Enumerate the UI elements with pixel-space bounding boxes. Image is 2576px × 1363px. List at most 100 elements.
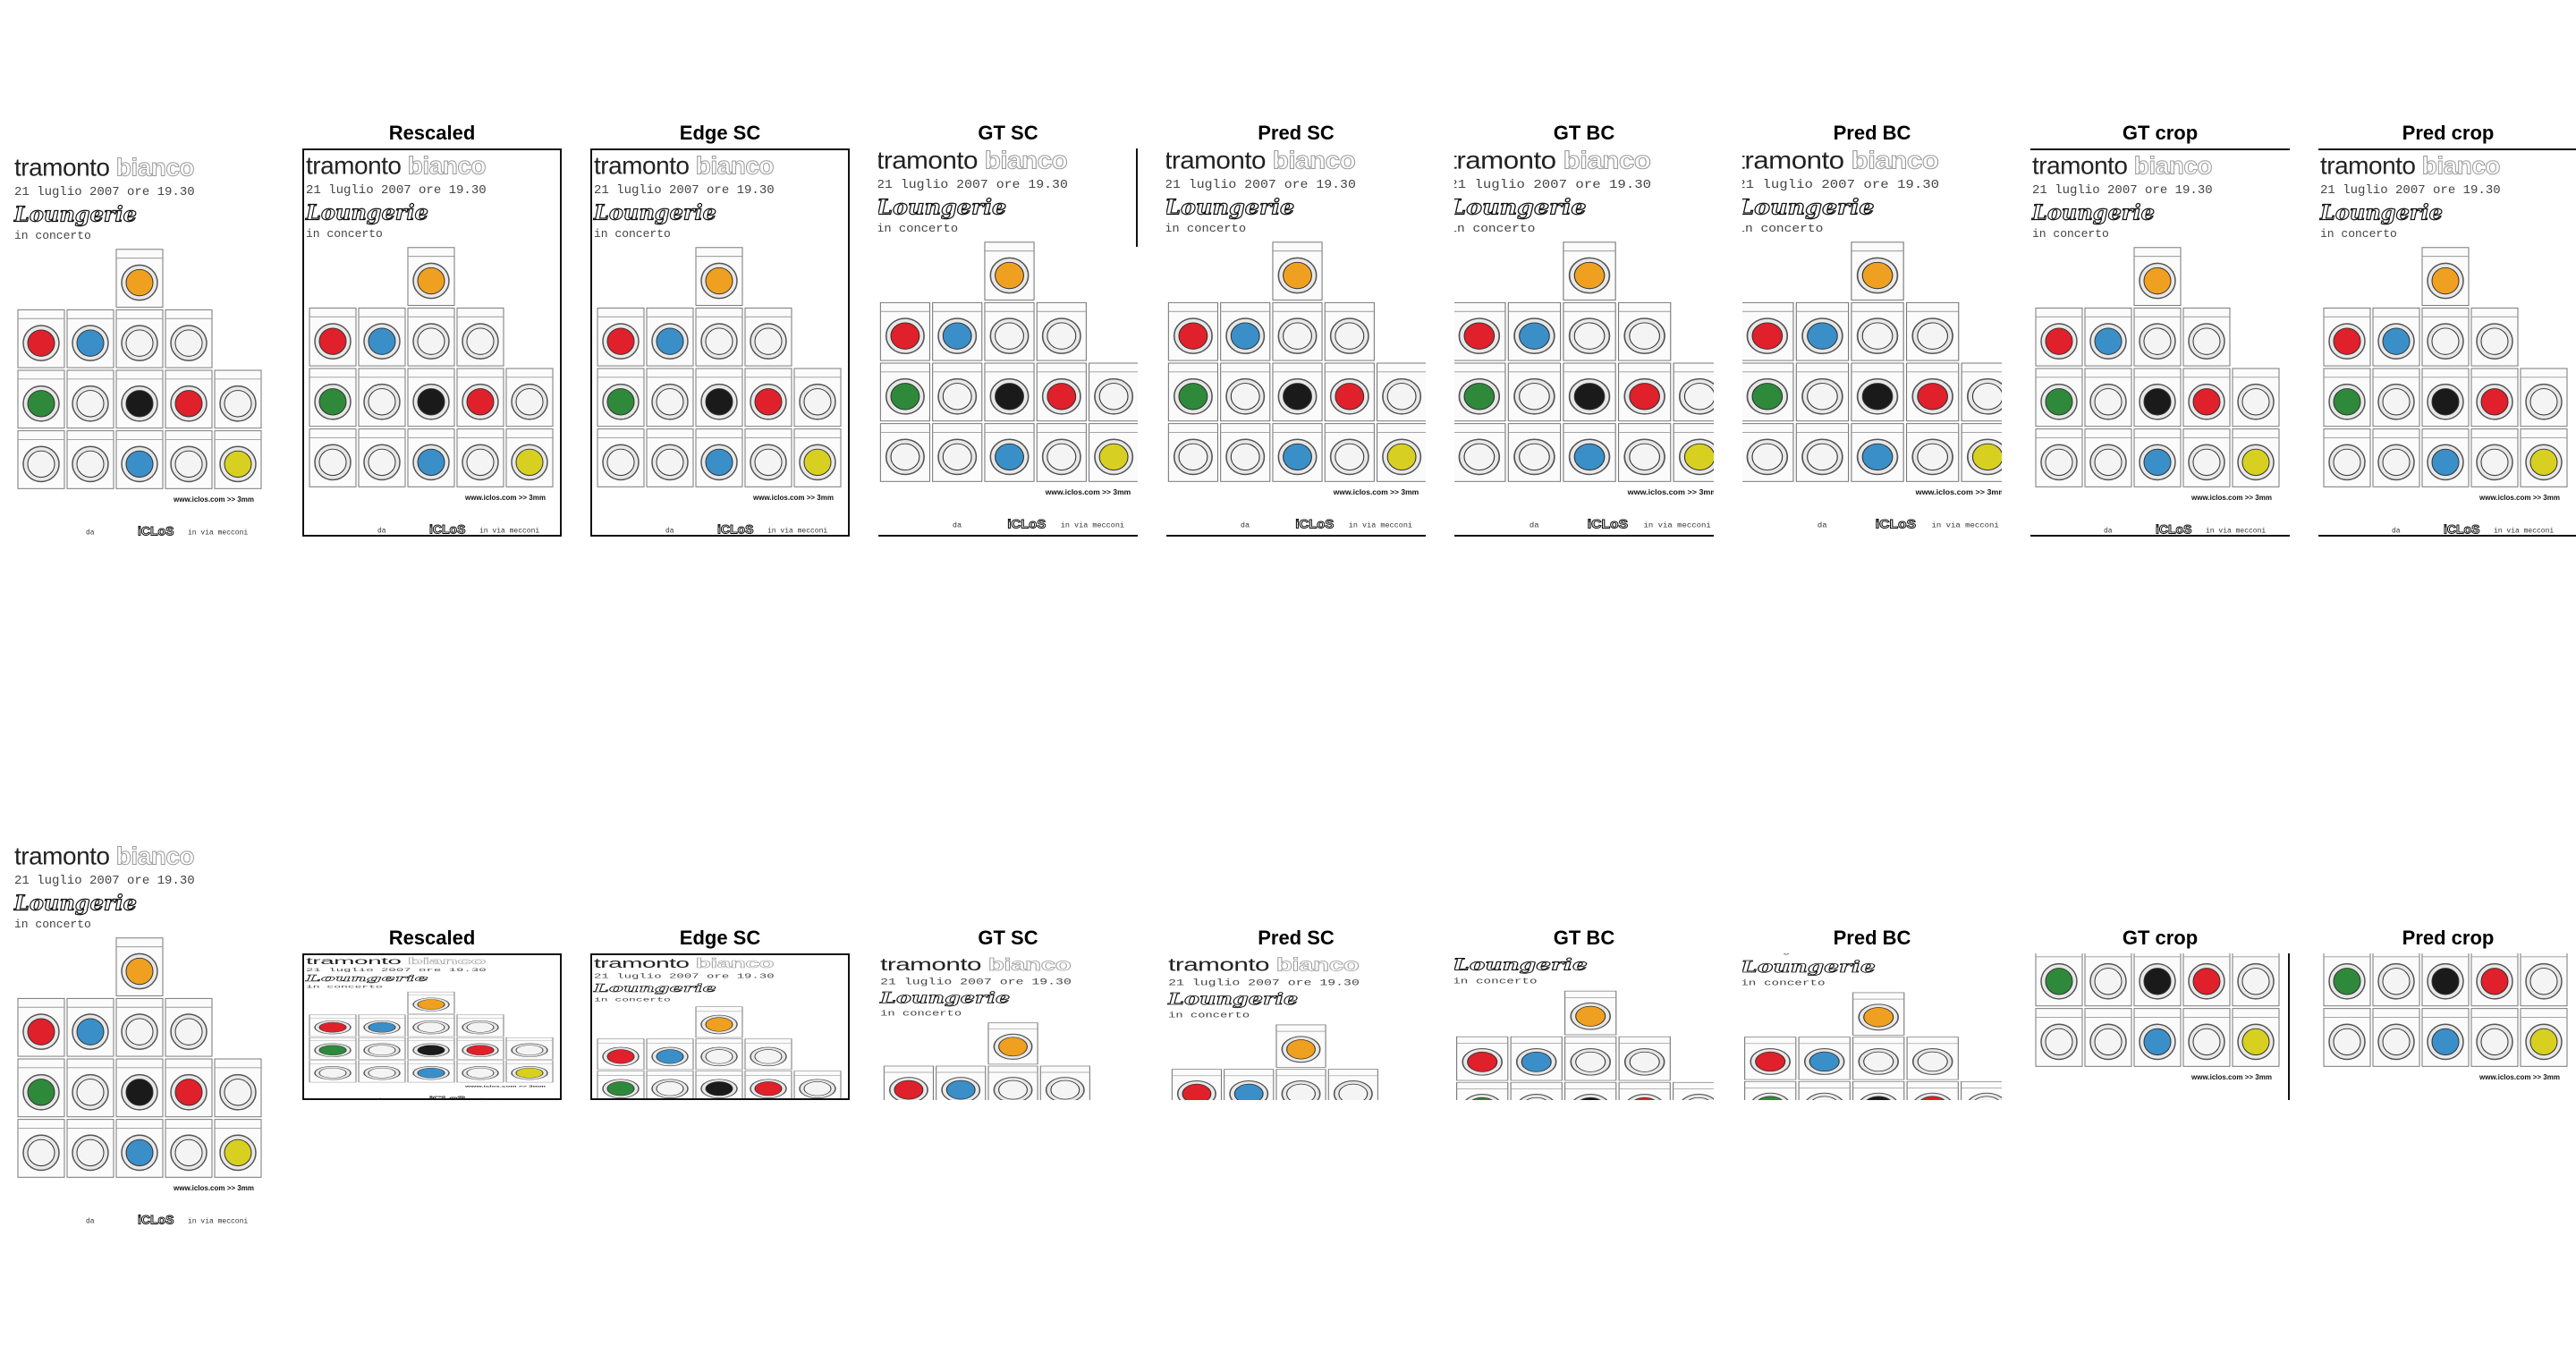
- washing-machines-illustration: [1454, 241, 1714, 482]
- panel-label: GT BC: [1553, 927, 1615, 949]
- poster-website: www.iclos.com >> 3mm: [1045, 488, 1131, 496]
- iclos-logo: iCLoS: [1875, 516, 1917, 531]
- washing-machine-icon: [1167, 362, 1219, 422]
- washing-machine-icon: [744, 1038, 792, 1071]
- poster-title-word2: bianco: [695, 956, 775, 971]
- washing-machine-icon: [358, 368, 406, 428]
- washing-machine-icon: [1563, 423, 1616, 482]
- washing-machine-icon: [165, 369, 213, 429]
- poster-date: 21 luglio 2007 ore 19.30: [2032, 183, 2213, 198]
- washing-machine-icon: [1327, 1069, 1378, 1100]
- washing-machine-icon: [1673, 423, 1714, 482]
- washing-machine-icon: [1171, 1069, 1223, 1100]
- poster-website: www.iclos.com >> 3mm: [1627, 488, 1714, 496]
- poster-title: tramonto bianco: [14, 842, 195, 870]
- iclos-logo: iCLoS: [1587, 516, 1629, 531]
- poster-subtitle: in concerto: [14, 229, 91, 242]
- washing-machine-icon: [646, 1071, 694, 1098]
- washing-machine-icon: [2520, 428, 2568, 487]
- washing-machine-icon: [1617, 423, 1672, 482]
- washing-machine-icon: [1905, 362, 1960, 422]
- poster-title: tramonto bianco: [2032, 151, 2213, 180]
- washing-machine-icon: [646, 1038, 694, 1071]
- poster-subtitle: in concerto: [1168, 1010, 1250, 1020]
- washing-machine-icon: [2084, 953, 2132, 1007]
- poster-footer-right: in via mecconi: [188, 1217, 249, 1226]
- washing-machine-icon: [165, 1119, 213, 1178]
- washing-machine-icon: [1563, 362, 1616, 422]
- washing-machine-icon: [115, 369, 164, 429]
- poster-footer-left: da: [377, 527, 386, 536]
- poster-title-word1: tramonto: [594, 956, 696, 971]
- poster-band: Loungerie: [879, 988, 1011, 1007]
- washing-machine-icon: [2470, 1008, 2519, 1067]
- washing-machine-icon: [165, 430, 213, 489]
- iclos-logo: iCLoS: [716, 521, 754, 537]
- washing-machines-illustration: [17, 937, 262, 1178]
- poster-footer-left: da: [86, 1217, 95, 1226]
- panel-label: GT SC: [978, 927, 1038, 949]
- washing-machine-icon: [1377, 423, 1426, 482]
- washing-machine-icon: [214, 369, 262, 429]
- washing-machine-icon: [1961, 1080, 2002, 1100]
- washing-machine-icon: [2520, 1008, 2568, 1067]
- poster-title: tramonto bianco: [594, 956, 775, 971]
- washing-machine-icon: [597, 307, 645, 367]
- poster-band: Loungerie: [1742, 193, 1875, 220]
- washing-machine-icon: [2084, 428, 2132, 487]
- washing-machine-icon: [1167, 301, 1219, 361]
- washing-machine-icon: [2470, 307, 2519, 367]
- washing-machine-icon: [214, 1058, 262, 1118]
- washing-machine-icon: [984, 241, 1035, 301]
- washing-machine-icon: [165, 997, 213, 1057]
- poster-date: 21 luglio 2007 ore 19.30: [1742, 178, 1940, 192]
- washing-machine-icon: [695, 428, 743, 487]
- washing-machine-icon: [597, 368, 645, 428]
- washing-machine-icon: [1744, 1080, 1797, 1100]
- washing-machine-icon: [66, 430, 114, 489]
- washing-machine-icon: [456, 428, 504, 487]
- poster-website: www.iclos.com >> 3mm: [753, 494, 834, 502]
- washing-machine-icon: [17, 369, 65, 429]
- poster-title-word1: tramonto: [2320, 151, 2422, 180]
- washing-machine-icon: [309, 1014, 357, 1037]
- washing-machine-icon: [1795, 423, 1850, 482]
- washing-machine-icon: [793, 368, 842, 428]
- washing-machine-icon: [1507, 362, 1562, 422]
- poster-website: www.iclos.com >> 3mm: [2191, 1073, 2272, 1081]
- poster-website: www.iclos.com >> 3mm: [2191, 494, 2272, 502]
- iclos-logo: iCLoS: [2155, 521, 2192, 537]
- poster-date: 21 luglio 2007 ore 19.30: [1742, 953, 1939, 956]
- poster-website: www.iclos.com >> 3mm: [2479, 494, 2560, 502]
- washing-machine-icon: [505, 428, 554, 487]
- washing-machine-icon: [1510, 1036, 1563, 1081]
- washing-machine-icon: [744, 428, 792, 487]
- washing-machine-icon: [1795, 362, 1850, 422]
- washing-machine-icon: [214, 1119, 262, 1178]
- washing-machine-icon: [1507, 423, 1562, 482]
- poster-footer-left: da: [377, 1097, 386, 1100]
- washing-machine-icon: [597, 1071, 645, 1098]
- washing-machine-icon: [1852, 1037, 1905, 1080]
- washing-machine-icon: [1324, 301, 1375, 361]
- washing-machine-icon: [1272, 362, 1323, 422]
- washing-machine-icon: [1851, 301, 1904, 361]
- washing-machine-icon: [115, 249, 164, 308]
- poster-title-word2: bianco: [407, 955, 487, 967]
- washing-machine-icon: [2084, 307, 2132, 367]
- washing-machine-icon: [2035, 1008, 2083, 1067]
- washing-machine-icon: [2421, 1008, 2470, 1067]
- washing-machine-icon: [744, 368, 792, 428]
- poster-subtitle: in concerto: [14, 918, 91, 931]
- washing-machines-illustration: [1742, 241, 2002, 482]
- iclos-logo: iCLoS: [428, 521, 466, 537]
